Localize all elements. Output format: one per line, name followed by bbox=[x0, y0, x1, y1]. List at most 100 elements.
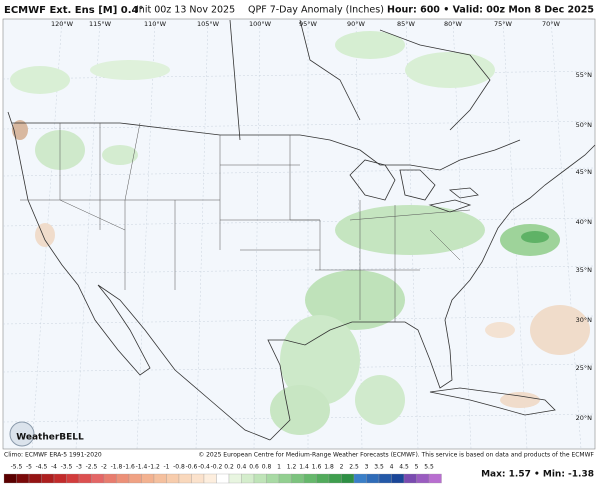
longitude-label: 105°W bbox=[197, 20, 220, 28]
colorbar-label: -1.2 bbox=[148, 464, 160, 471]
anomaly-fields bbox=[10, 31, 590, 435]
colorbar-swatch bbox=[66, 473, 80, 484]
colorbar-label: -1 bbox=[164, 464, 170, 471]
colorbar-swatch bbox=[253, 473, 267, 484]
colorbar-label: 1.8 bbox=[324, 464, 334, 471]
longitude-label: 70°W bbox=[542, 20, 561, 28]
colorbar-swatch bbox=[378, 473, 392, 484]
parallel bbox=[2, 167, 596, 177]
colorbar-label: -1.6 bbox=[123, 464, 135, 471]
longitude-label: 90°W bbox=[347, 20, 366, 28]
colorbar-label: -1.4 bbox=[136, 464, 148, 471]
colorbar-swatch bbox=[41, 473, 55, 484]
longitude-label: 85°W bbox=[397, 20, 416, 28]
parallel bbox=[2, 315, 596, 325]
parallel bbox=[2, 265, 596, 275]
parallel bbox=[2, 70, 596, 80]
longitude-label: 75°W bbox=[494, 20, 513, 28]
colorbar-swatch bbox=[291, 473, 305, 484]
colorbar-label: 1.4 bbox=[299, 464, 309, 471]
colorbar-label: -2.5 bbox=[86, 464, 98, 471]
colorbar-swatch bbox=[28, 473, 42, 484]
copyright: © 2025 European Centre for Medium-Range … bbox=[198, 452, 594, 459]
colorbar-swatch bbox=[228, 473, 242, 484]
longitude-label: 100°W bbox=[249, 20, 272, 28]
colorbar-swatch bbox=[266, 473, 280, 484]
latitude-label: 30°N bbox=[576, 316, 593, 324]
colorbar-swatch bbox=[53, 473, 67, 484]
max-min: Max: 1.57 • Min: -1.38 bbox=[481, 470, 594, 480]
colorbar-swatch bbox=[116, 473, 130, 484]
colorbar-label: 2 bbox=[340, 464, 344, 471]
borders bbox=[7, 19, 596, 441]
valid-time: Hour: 600 • Valid: 00z Mon 8 Dec 2025 bbox=[387, 5, 594, 16]
colorbar-swatch bbox=[403, 473, 417, 484]
colorbar-swatch bbox=[353, 473, 367, 484]
colorbar-label: -0.2 bbox=[211, 464, 223, 471]
colorbar-swatch bbox=[203, 473, 217, 484]
colorbar-swatch bbox=[391, 473, 405, 484]
colorbar-label: 1.2 bbox=[287, 464, 297, 471]
colorbar-label: 3 bbox=[365, 464, 369, 471]
latitude-label: 25°N bbox=[576, 364, 593, 372]
colorbar-label: -0.4 bbox=[198, 464, 210, 471]
latitude-label: 20°N bbox=[576, 414, 593, 422]
colorbar-label: 0.8 bbox=[262, 464, 272, 471]
colorbar-label: -0.8 bbox=[173, 464, 185, 471]
colorbar-swatch bbox=[366, 473, 380, 484]
colorbar-swatch bbox=[303, 473, 317, 484]
colorbar-swatch bbox=[16, 473, 30, 484]
longitude-label: 115°W bbox=[89, 20, 112, 28]
colorbar-swatch bbox=[3, 473, 17, 484]
colorbar-label: 0.4 bbox=[237, 464, 247, 471]
colorbar-swatch bbox=[428, 473, 442, 484]
colorbar-swatch bbox=[141, 473, 155, 484]
colorbar-label: 2.5 bbox=[349, 464, 359, 471]
longitude-label: 120°W bbox=[51, 20, 74, 28]
colorbar-label: 1 bbox=[277, 464, 281, 471]
colorbar-label: 5 bbox=[415, 464, 419, 471]
colorbar-swatch bbox=[416, 473, 430, 484]
climo-note: Climo: ECMWF ERA-5 1991-2020 bbox=[4, 452, 102, 459]
colorbar-label: -0.6 bbox=[186, 464, 198, 471]
logo-text: WeatherBELL bbox=[16, 433, 84, 443]
colorbar-swatch bbox=[328, 473, 342, 484]
latitude-label: 50°N bbox=[576, 121, 593, 129]
colorbar-swatch bbox=[103, 473, 117, 484]
colorbar-swatch bbox=[78, 473, 92, 484]
colorbar-label: 3.5 bbox=[374, 464, 384, 471]
map: 120°W 115°W 110°W 105°W 100°W 95°W 90°W 85°W 80°… bbox=[2, 18, 596, 450]
logo: WeatherBELL bbox=[9, 421, 84, 447]
latitude-label: 40°N bbox=[576, 218, 593, 226]
latitude-label: 45°N bbox=[576, 168, 593, 176]
longitude-labels: 120°W 115°W 110°W 105°W 100°W 95°W 90°W 85°W 80°… bbox=[51, 20, 561, 28]
parallel bbox=[2, 120, 596, 130]
colorbar-swatch bbox=[153, 473, 167, 484]
colorbar-swatch bbox=[178, 473, 192, 484]
colorbar-label: 5.5 bbox=[424, 464, 434, 471]
colorbar-swatch bbox=[128, 473, 142, 484]
colorbar-label: -1.8 bbox=[111, 464, 123, 471]
parallel bbox=[2, 217, 596, 227]
colorbar-swatch bbox=[91, 473, 105, 484]
colorbar-swatch bbox=[216, 473, 230, 484]
colorbar-label: -4 bbox=[51, 464, 57, 471]
colorbar-label: 4.5 bbox=[399, 464, 409, 471]
colorbar-label: 0.6 bbox=[249, 464, 259, 471]
colorbar-label: -5.5 bbox=[11, 464, 23, 471]
init-time: Init 00z 13 Nov 2025 bbox=[136, 5, 235, 16]
colorbar-label: -5 bbox=[26, 464, 32, 471]
colorbar-label: -3 bbox=[76, 464, 82, 471]
colorbar-swatch bbox=[191, 473, 205, 484]
colorbar-swatch bbox=[316, 473, 330, 484]
colorbar-swatch bbox=[166, 473, 180, 484]
model-name: ECMWF Ext. Ens [M] 0.4° bbox=[4, 5, 143, 16]
product-name: QPF 7-Day Anomaly (Inches) bbox=[248, 5, 384, 16]
latitude-labels: 55°N 50°N 45°N 40°N 35°N 30°N 25°N 20°N bbox=[576, 71, 593, 422]
latitude-label: 35°N bbox=[576, 266, 593, 274]
colorbar-label: 0.2 bbox=[224, 464, 234, 471]
colorbar-label: -2 bbox=[101, 464, 107, 471]
colorbar: -5.5 -5 -4.5 -4 -3.5 -3 -2.5 -2 -1.8 -1.6 -1.4 -1.2… bbox=[3, 464, 442, 484]
